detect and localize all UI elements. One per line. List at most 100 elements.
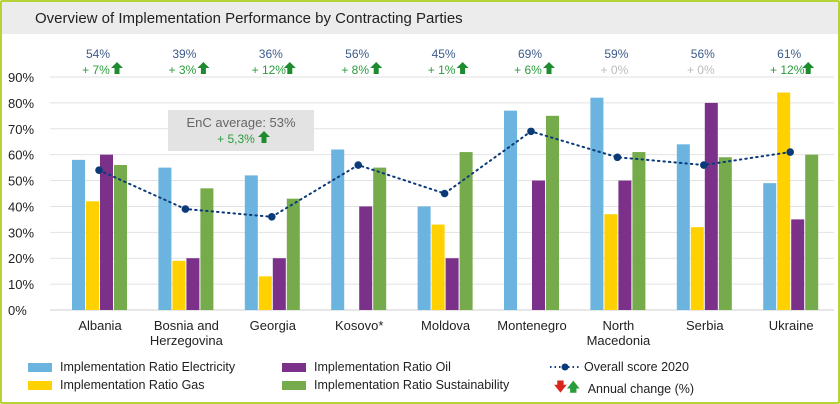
arrow-down-icon: 🡇: [554, 380, 567, 394]
y-tick-label: 90%: [8, 70, 34, 85]
bar-sustainability: [718, 157, 732, 310]
overall-score-point: [95, 166, 103, 174]
x-tick-label: Georgia: [250, 318, 297, 333]
bar-oil: [100, 154, 113, 310]
legend-swatch: [282, 362, 306, 372]
annotation-text: EnC average: 53%: [186, 115, 296, 130]
legend-label: Overall score 2020: [584, 360, 689, 374]
overall-score-point: [527, 127, 535, 136]
y-tick-label: 50%: [8, 174, 34, 189]
legend-swatch: [28, 380, 52, 390]
score-label: 69%: [518, 47, 542, 61]
change-label: + 0%: [601, 63, 629, 77]
change-label: + 7%: [82, 63, 110, 77]
change-label: + 12%: [770, 63, 805, 77]
score-label: 56%: [691, 47, 715, 61]
x-tick-label: Albania: [78, 318, 122, 333]
bar-oil: [359, 206, 373, 310]
x-tick-label: Kosovo*: [335, 318, 383, 333]
overall-score-point: [613, 153, 622, 162]
annotation-change: + 5,3%: [217, 132, 255, 146]
chart-title: Overview of Implementation Performance b…: [35, 10, 463, 27]
bar-gas: [777, 92, 791, 311]
legend-gas: Implementation Ratio Gas: [28, 378, 205, 392]
legend-electricity: Implementation Ratio Electricity: [28, 360, 235, 374]
legend-line-marker: [550, 363, 580, 371]
score-label: 39%: [172, 47, 196, 61]
x-tick-label: Ukraine: [769, 318, 814, 333]
bar-oil: [445, 258, 459, 310]
overall-score-point: [268, 213, 276, 221]
y-tick-label: 80%: [8, 96, 34, 111]
bar-sustainability: [373, 167, 387, 310]
y-tick-label: 70%: [8, 122, 34, 137]
bar-electricity: [504, 110, 517, 311]
bar-sustainability: [546, 115, 559, 310]
bar-gas: [86, 201, 99, 310]
bar-gas: [690, 227, 704, 310]
overall-score-point: [440, 189, 449, 198]
legend-oil: Implementation Ratio Oil: [282, 360, 451, 374]
bar-electricity: [590, 97, 604, 310]
legend-swatch: [28, 362, 52, 372]
annotation-box: [168, 110, 314, 151]
change-label: + 6%: [514, 63, 542, 77]
arrow-up-icon: [111, 62, 123, 74]
overall-score-point: [700, 161, 708, 169]
bar-electricity: [72, 159, 85, 310]
arrow-up-icon: [802, 62, 815, 74]
x-tick-label: Macedonia: [587, 333, 651, 348]
bar-oil: [791, 219, 805, 310]
arrow-up-icon: [456, 62, 469, 74]
arrow-up-icon: [370, 62, 383, 74]
legend-label: Implementation Ratio Sustainability: [314, 378, 510, 392]
chart-plot: 0% 10% 20% 30% 40% 50% 60% 70% 80% 90% Albania 54% +…: [8, 47, 834, 348]
score-label: 61%: [777, 47, 801, 61]
overall-score-point: [354, 161, 363, 169]
legend-overall: Overall score 2020: [550, 360, 689, 374]
bar-electricity: [158, 167, 172, 310]
bar-oil: [272, 258, 286, 310]
score-label: 45%: [432, 47, 456, 61]
x-tick-label: Bosnia and: [154, 318, 219, 333]
bar-sustainability: [286, 198, 300, 310]
y-tick-label: 0%: [8, 303, 27, 318]
overall-score-point: [786, 148, 794, 156]
bar-sustainability: [200, 188, 214, 310]
legend-label: Implementation Ratio Gas: [60, 378, 205, 392]
bar-sustainability: [459, 152, 473, 310]
y-tick-label: 20%: [8, 251, 34, 266]
legend-swatch: [282, 380, 306, 390]
bar-gas: [431, 224, 445, 310]
change-label: + 1%: [428, 63, 456, 77]
y-tick-label: 40%: [8, 199, 34, 214]
change-label: + 12%: [252, 63, 287, 77]
y-tick-label: 60%: [8, 148, 34, 163]
x-tick-label: Serbia: [686, 318, 724, 333]
bar-electricity: [763, 183, 777, 310]
title-bar: Overview of Implementation Performance b…: [2, 2, 838, 34]
change-label: + 0%: [687, 63, 715, 77]
legend-label: Implementation Ratio Oil: [314, 360, 451, 374]
bar-electricity: [676, 144, 690, 310]
y-tick-label: 30%: [8, 225, 34, 240]
legend-sustainability: Implementation Ratio Sustainability: [282, 378, 509, 392]
bar-oil: [618, 180, 632, 310]
score-label: 36%: [259, 47, 283, 61]
legend-label: Implementation Ratio Electricity: [60, 360, 236, 374]
bar-electricity: [331, 149, 345, 310]
legend-label: Annual change (%): [587, 381, 695, 396]
x-tick-label: Montenegro: [497, 318, 566, 333]
score-label: 56%: [345, 47, 369, 61]
bar-oil: [532, 180, 545, 310]
bar-sustainability: [114, 165, 127, 310]
arrow-up-icon: 🡅: [566, 380, 580, 394]
bar-electricity: [417, 206, 431, 310]
bar-sustainability: [632, 152, 646, 310]
bar-oil: [704, 102, 718, 310]
arrow-up-icon: [197, 62, 210, 74]
arrow-up-icon: [543, 62, 555, 74]
x-tick-label: Moldova: [421, 318, 471, 333]
change-label: + 3%: [169, 63, 197, 77]
